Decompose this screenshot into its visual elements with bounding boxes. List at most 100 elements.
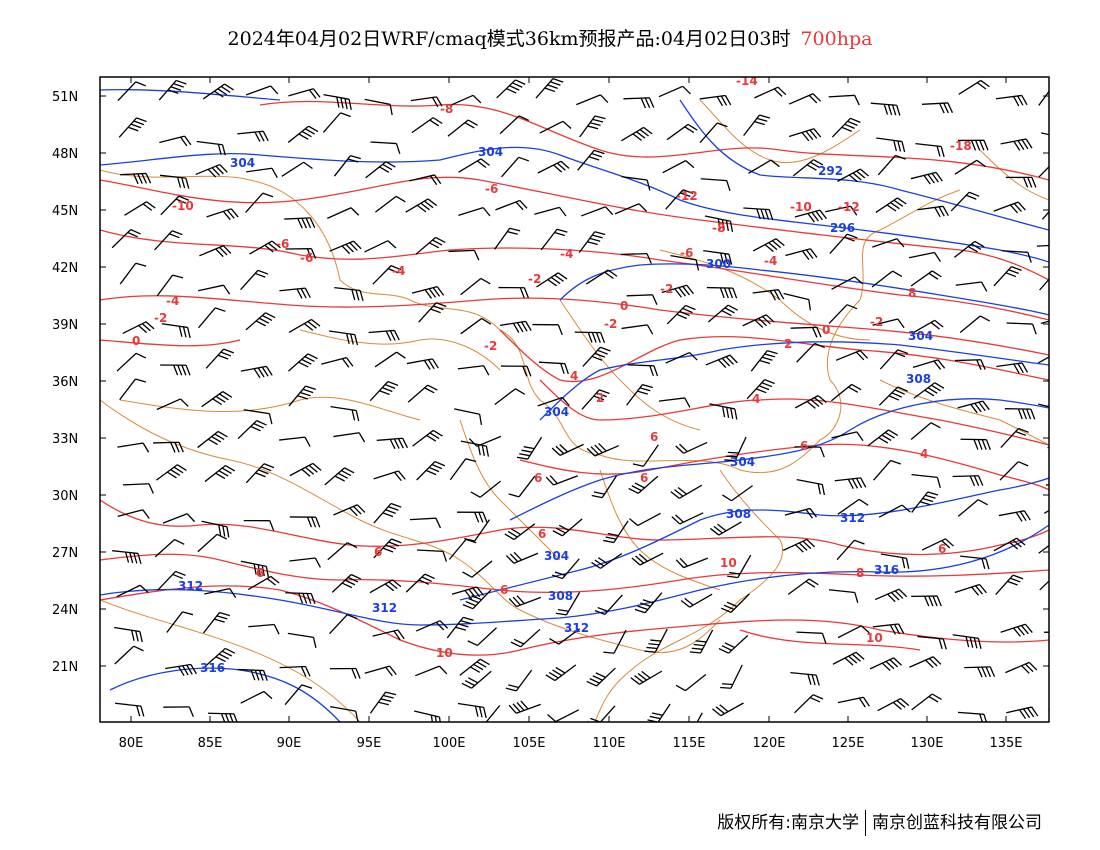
wind-barb: [953, 240, 985, 258]
province-border: [559, 299, 701, 431]
chart-title: 2024年04月02日WRF/cmaq模式36km预报产品:04月02日03时 7…: [0, 24, 1100, 51]
temp-label: 6: [374, 545, 382, 559]
temp-label: -4: [764, 254, 777, 268]
wind-barb: [1045, 484, 1049, 486]
wind-barb: [828, 94, 860, 106]
wind-barb: [871, 270, 903, 288]
wind-barb: [467, 627, 497, 647]
lat-label: 27N: [52, 546, 78, 561]
lat-label: 48N: [52, 147, 78, 162]
wind-barb: [623, 97, 655, 109]
wind-barb: [197, 430, 228, 449]
wind-barb: [538, 361, 569, 375]
wind-barb: [743, 207, 774, 221]
height-label: 316: [200, 661, 225, 675]
wind-barb: [875, 197, 907, 213]
wind-barb: [328, 330, 359, 346]
wind-barb: [111, 228, 141, 249]
wind-barb: [911, 491, 939, 513]
wind-barb: [162, 513, 196, 524]
lon-label: 135E: [989, 736, 1022, 751]
wind-barb: [700, 178, 731, 192]
wind-barb: [287, 125, 319, 143]
wind-barb: [499, 115, 530, 135]
wind-barb: [460, 277, 491, 296]
height-contour: [100, 146, 1049, 263]
wind-barb: [500, 365, 532, 377]
lon-label: 125E: [831, 736, 864, 751]
wind-barb: [1039, 580, 1049, 591]
wind-barb: [999, 461, 1029, 481]
country-border: [100, 169, 961, 474]
lat-label: 24N: [52, 603, 78, 618]
wind-barb: [449, 94, 482, 107]
wind-barb: [577, 149, 605, 171]
wind-barb: [288, 353, 318, 372]
lon-label: 100E: [432, 736, 465, 751]
wind-barb: [954, 359, 986, 371]
wind-barb: [508, 475, 536, 498]
wind-barb: [614, 203, 647, 215]
temp-label: -14: [736, 74, 758, 88]
wind-barb: [112, 550, 142, 564]
wind-barb: [116, 352, 147, 372]
wind-barb: [586, 442, 619, 457]
wind-barb: [537, 160, 570, 174]
wind-barb: [644, 628, 668, 653]
wind-barb: [505, 669, 533, 692]
wind-barb: [954, 159, 986, 175]
wind-barb: [950, 191, 980, 212]
wind-barb: [665, 351, 698, 364]
wind-barb: [159, 174, 190, 189]
wind-barb: [535, 77, 564, 99]
wind-barb: [794, 694, 824, 714]
wind-barb: [415, 665, 448, 677]
wind-barb: [837, 625, 870, 639]
wind-barb: [124, 201, 156, 216]
lat-label: 33N: [52, 432, 78, 447]
wind-barb: [603, 629, 627, 654]
wind-barb: [748, 159, 780, 174]
wind-barb: [837, 168, 870, 183]
wind-barb: [912, 359, 946, 370]
wind-barb: [675, 557, 709, 569]
wind-barb: [670, 484, 703, 499]
wind-barb: [197, 533, 228, 553]
temp-label: -4: [560, 247, 573, 261]
wind-barb: [373, 538, 402, 559]
wind-barb: [671, 512, 704, 525]
wind-barb: [411, 117, 443, 134]
wind-barb: [720, 593, 750, 613]
height-label: 296: [830, 221, 855, 235]
wind-barb: [911, 473, 941, 488]
wind-barb: [831, 276, 864, 290]
lon-label: 115E: [672, 736, 705, 751]
height-label: 304: [478, 145, 503, 159]
wind-barb: [964, 666, 996, 678]
wind-barb: [580, 206, 614, 217]
temp-label: -2: [604, 317, 617, 331]
wind-barb: [670, 254, 700, 271]
temp-label: 0: [132, 334, 140, 348]
wind-barb: [464, 519, 491, 542]
wind-barb: [240, 269, 269, 291]
height-label: 304: [730, 455, 755, 469]
wind-barb: [591, 475, 618, 499]
temp-label: 2: [596, 391, 604, 405]
wind-barb: [1039, 278, 1049, 291]
wind-barb: [908, 251, 941, 262]
wind-barb: [510, 628, 541, 648]
wind-barb: [372, 265, 402, 285]
wind-barb: [206, 208, 239, 221]
wind-barb: [627, 364, 659, 377]
wind-barb: [703, 249, 733, 265]
wind-barb: [288, 318, 321, 334]
wind-barb: [156, 398, 189, 411]
isotherm-line: [100, 176, 1049, 281]
wind-barb: [160, 195, 190, 216]
wind-barb: [705, 354, 738, 369]
wind-barb: [117, 442, 150, 453]
wind-barb: [836, 539, 865, 561]
wind-barb: [327, 542, 358, 561]
temp-label: -18: [950, 139, 972, 153]
